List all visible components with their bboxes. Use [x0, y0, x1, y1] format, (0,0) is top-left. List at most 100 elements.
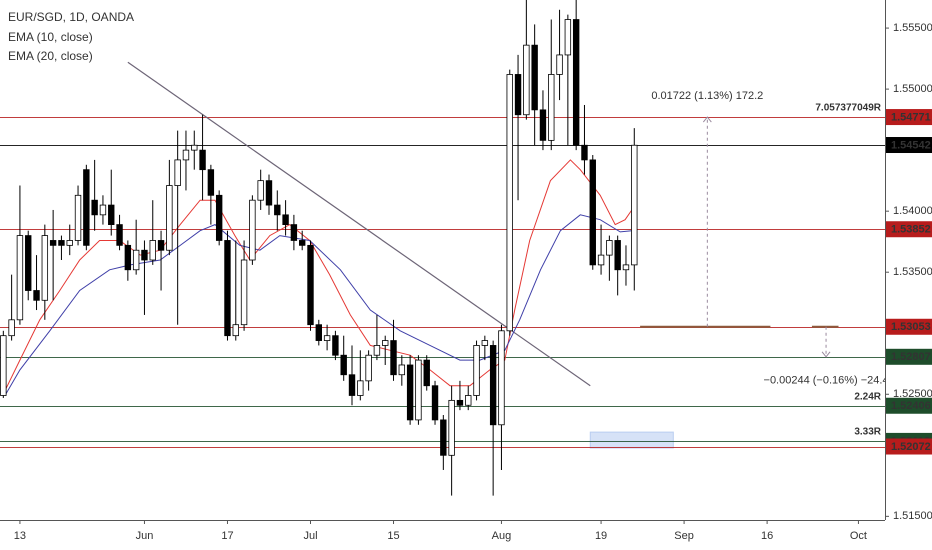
candle-body [382, 340, 389, 346]
candle-body [207, 169, 215, 196]
measure-label: 0.01722 (1.13%) 172.2 [651, 90, 763, 102]
x-tick-label: 15 [387, 530, 399, 542]
candle-body [398, 364, 406, 376]
measure-label: −0.00244 (−0.16%) −24.4 [764, 375, 889, 387]
price-label: 1.52406 [891, 400, 931, 412]
price-label-box [886, 109, 932, 126]
candle-body [33, 290, 40, 301]
y-tick-label: 1.51500 [893, 510, 932, 522]
candle-body [423, 359, 430, 387]
x-tick-label: 16 [761, 530, 773, 542]
price-label: 1.54771 [891, 111, 931, 123]
candle-body [631, 144, 638, 266]
candle-body [8, 319, 15, 337]
price-label: 1.53852 [891, 224, 931, 236]
ema-line [4, 159, 633, 391]
measure-arrow [821, 351, 831, 358]
candle-body [340, 354, 347, 376]
candle-body [556, 54, 563, 75]
y-tick-label: 1.52500 [893, 388, 932, 400]
candle-body [481, 340, 489, 346]
candle-body [614, 240, 621, 271]
candle-body [141, 249, 148, 261]
candle-body [66, 240, 73, 246]
candle-body [597, 254, 605, 266]
candle-body [415, 359, 422, 421]
candle-body [357, 380, 364, 396]
candle-body [99, 204, 107, 216]
axes: 1.55500 1.55000 1.54000 1.53500 1.52500 1.515… [14, 22, 932, 542]
candle-body [224, 240, 231, 337]
candle-body [108, 204, 115, 226]
candle-body [514, 74, 522, 116]
candle-body [548, 74, 555, 141]
price-label-box [886, 318, 932, 335]
candle-body [581, 144, 588, 161]
measure-arrow [702, 116, 712, 123]
candle-body [465, 395, 472, 406]
candle-body [431, 385, 439, 421]
candle-body [265, 180, 273, 206]
candle-body [448, 399, 455, 456]
candle-body [240, 259, 248, 326]
candle-body [16, 235, 24, 321]
candle-body [49, 240, 57, 246]
candle-body [323, 335, 331, 341]
chart-title: EUR/SGD, 1D, OANDA [8, 10, 134, 24]
candle-body [531, 44, 538, 111]
price-label-box [886, 348, 932, 365]
price-label: 1.53053 [891, 321, 931, 333]
x-tick-label: Oct [850, 530, 867, 542]
y-tick-label: 1.53500 [893, 266, 932, 278]
candle-body [473, 345, 480, 396]
y-tick-label: 1.55000 [893, 83, 932, 95]
x-tick-label: 13 [14, 530, 26, 542]
candle-body [132, 249, 140, 271]
candle-body [41, 235, 49, 301]
x-tick-label: Aug [492, 530, 512, 542]
candle-body [124, 244, 132, 271]
y-tick-label: 1.55500 [893, 22, 932, 34]
candle-body [232, 324, 239, 337]
candle-body [564, 19, 572, 56]
y-tick-label: 1.54000 [893, 205, 932, 217]
candle-body [58, 240, 65, 246]
candle-body [0, 335, 7, 396]
candle-body [83, 169, 90, 246]
candle-body [523, 44, 530, 116]
plot-area: 0.01722 (1.13%) 172.2 −0.00244 (−0.16%) −… [0, 0, 889, 496]
price-label-box [886, 438, 932, 455]
candle-body [406, 364, 414, 421]
candle-body [257, 180, 264, 201]
zone [589, 431, 674, 449]
trend-line [127, 61, 591, 387]
candle-body [365, 354, 372, 382]
x-tick-label: Jul [303, 530, 317, 542]
r-label: 3.33R [854, 427, 881, 438]
candle-body [91, 199, 98, 216]
candle-body [298, 240, 306, 246]
candle-body [191, 144, 198, 151]
candle-body [174, 159, 181, 186]
candle-body [572, 19, 580, 146]
candle-body [182, 149, 190, 161]
candle-body [282, 214, 289, 226]
x-tick-label: Sep [674, 530, 694, 542]
legend-entry: EMA (10, close) [8, 30, 93, 44]
candle-body [456, 399, 464, 406]
price-label: 1.54542 [891, 139, 931, 151]
x-tick-label: Jun [136, 530, 154, 542]
candle-body [539, 109, 547, 141]
x-tick-label: 19 [595, 530, 607, 542]
candle-body [116, 224, 123, 246]
price-label-box [886, 397, 932, 414]
candle-body [589, 159, 596, 266]
candle-body [215, 194, 223, 241]
price-label-box [886, 137, 932, 154]
candle-body [373, 345, 381, 356]
x-tick-label: 17 [221, 530, 233, 542]
price-label: 1.52807 [891, 351, 931, 363]
candle-body [249, 199, 256, 261]
